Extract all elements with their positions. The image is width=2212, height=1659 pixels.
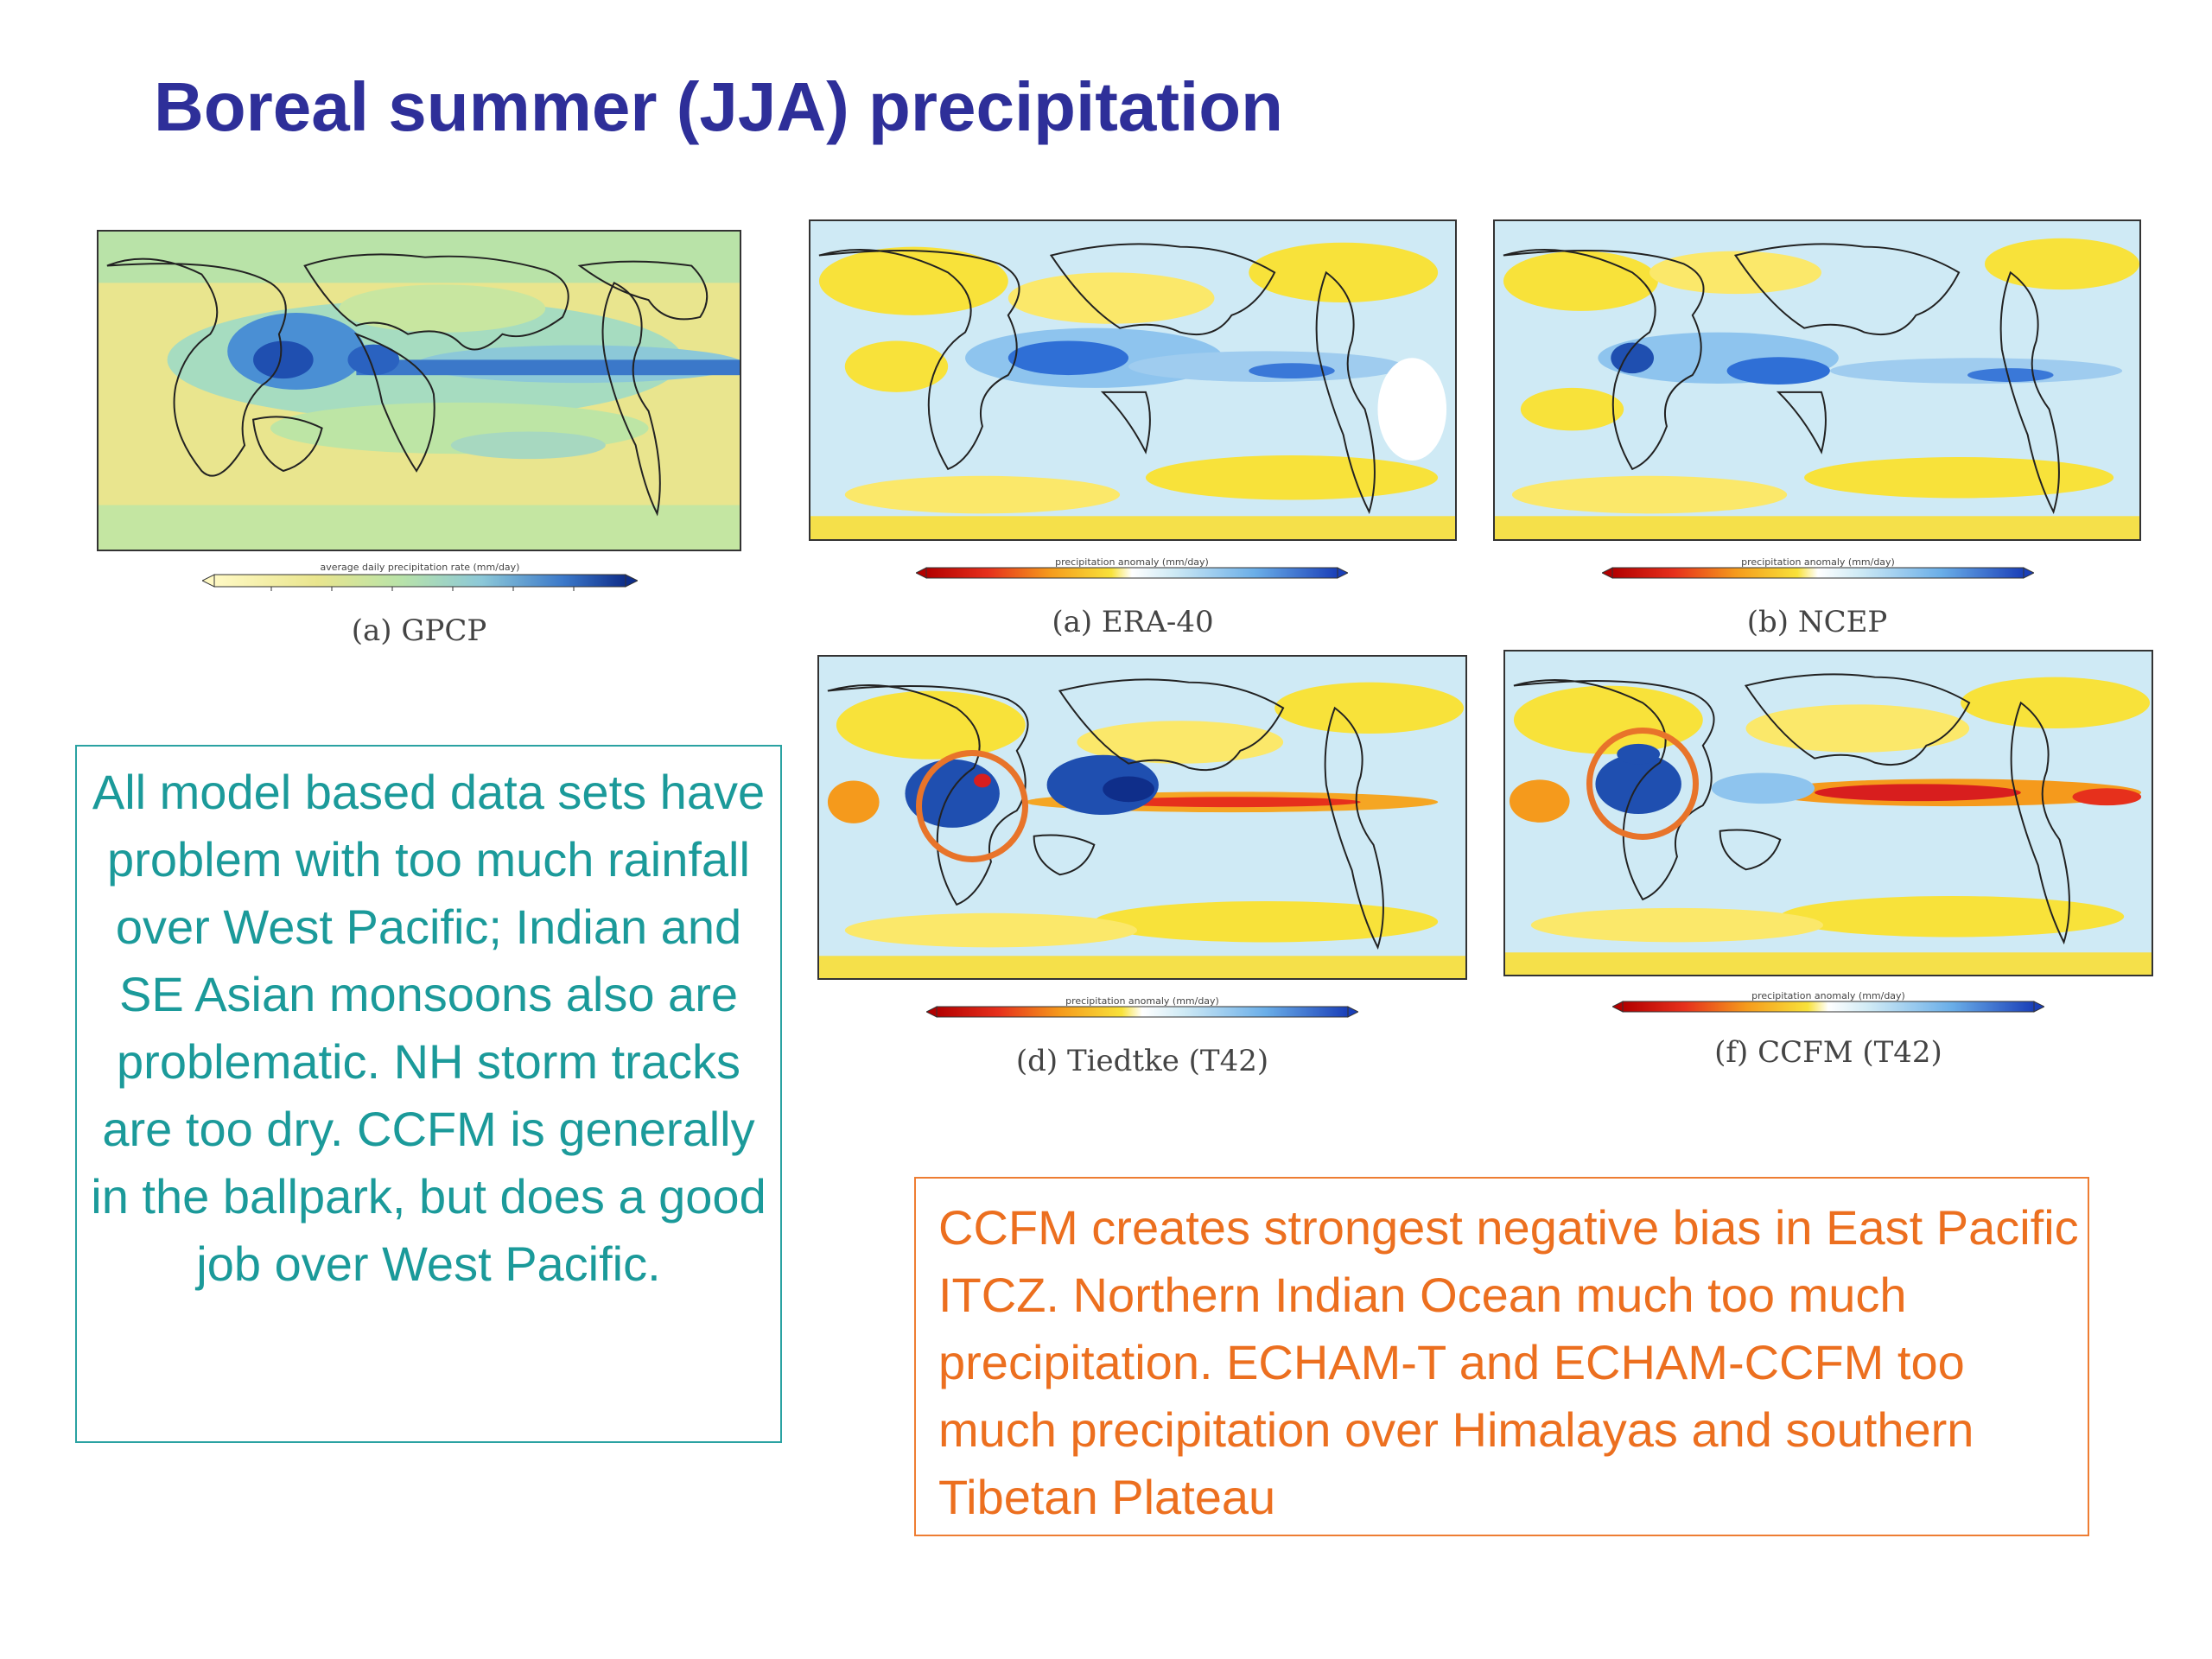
tiedtke-colorbar: precipitation anomaly (mm/day) [926, 995, 1358, 1030]
ncep-caption: (b) NCEP [1746, 605, 1888, 639]
ncep-colorbar-label: precipitation anomaly (mm/day) [1741, 556, 1895, 568]
ccfm-colorbar: precipitation anomaly (mm/day) [1612, 990, 2044, 1025]
tiedtke-map [817, 655, 1467, 980]
era40-colorbar-label: precipitation anomaly (mm/day) [1055, 556, 1209, 568]
ncep-colorbar: precipitation anomaly (mm/day) [1602, 556, 2034, 591]
gpcp-colorbar: average daily precipitation rate (mm/day… [202, 562, 638, 601]
ccfm-colorbar-label: precipitation anomaly (mm/day) [1751, 990, 1905, 1001]
teal-note-box: All model based data sets have problem w… [75, 745, 782, 1443]
gpcp-colorbar-label: average daily precipitation rate (mm/day… [320, 562, 520, 573]
gpcp-caption: (a) GPCP [351, 613, 487, 648]
ccfm-caption: (f) CCFM (T42) [1714, 1035, 1942, 1070]
ccfm-map [1503, 650, 2153, 976]
tiedtke-caption: (d) Tiedtke (T42) [1015, 1044, 1269, 1078]
era40-map [809, 219, 1457, 541]
tiedtke-colorbar-label: precipitation anomaly (mm/day) [1065, 995, 1219, 1007]
tiedtke-highlight-circle [916, 750, 1028, 862]
ccfm-highlight-circle [1586, 728, 1699, 840]
era40-caption: (a) ERA-40 [1052, 605, 1214, 639]
orange-note-text: CCFM creates strongest negative bias in … [938, 1200, 2079, 1524]
gpcp-map [97, 230, 741, 551]
ncep-map [1493, 219, 2141, 541]
orange-note-box: CCFM creates strongest negative bias in … [914, 1177, 2089, 1536]
slide-title: Boreal summer (JJA) precipitation [154, 68, 1283, 145]
teal-note-text: All model based data sets have problem w… [91, 765, 766, 1291]
era40-colorbar: precipitation anomaly (mm/day) [916, 556, 1348, 591]
